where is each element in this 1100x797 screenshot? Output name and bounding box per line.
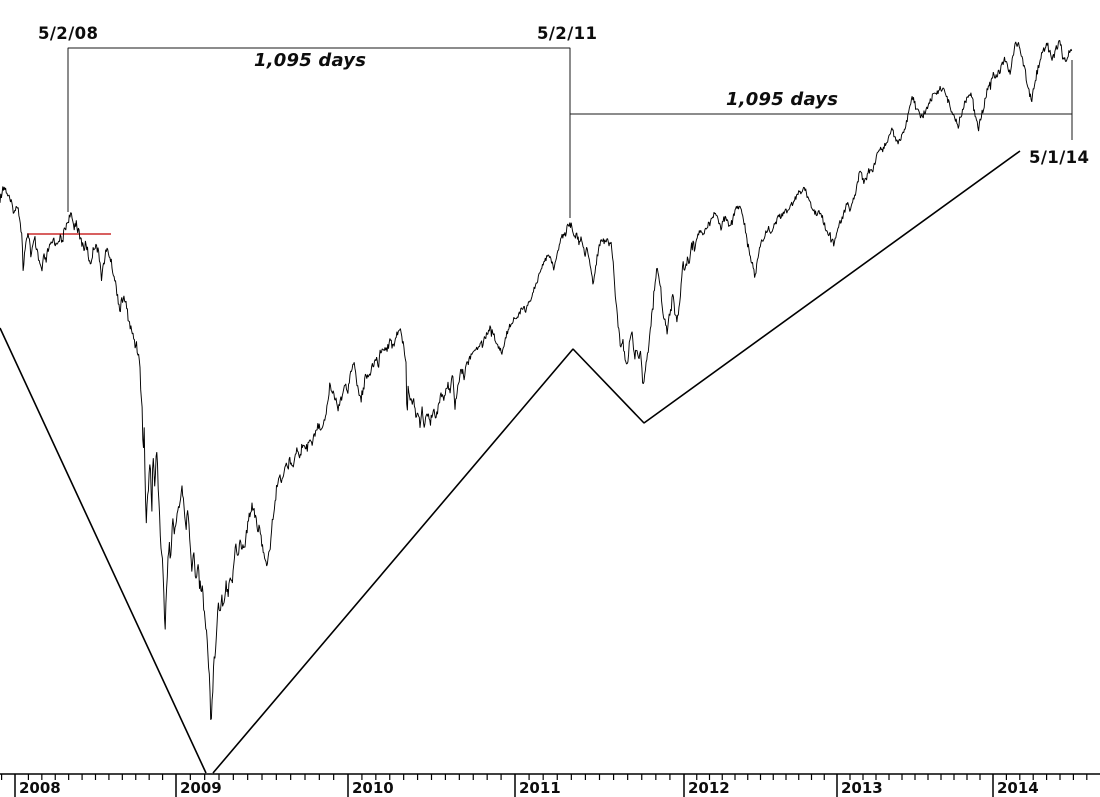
span-bracket-2008-2011 xyxy=(67,47,571,218)
annotation-date-5-2-08: 5/2/08 xyxy=(38,24,99,43)
x-axis-year-label: 2012 xyxy=(688,779,730,797)
x-axis-year-label: 2010 xyxy=(352,779,394,797)
annotation-duration-first-1095-days: 1,095 days xyxy=(254,50,367,71)
x-axis-year-label: 2014 xyxy=(997,779,1039,797)
annotation-duration-second-1095-days: 1,095 days xyxy=(726,89,839,110)
x-axis-year-label: 2013 xyxy=(841,779,883,797)
descending-support-line xyxy=(0,327,207,774)
ascending-support-line xyxy=(212,150,1021,774)
annotation-date-5-2-11: 5/2/11 xyxy=(537,24,598,43)
x-axis-year-label: 2008 xyxy=(19,779,61,797)
x-axis-year-label: 2011 xyxy=(519,779,561,797)
annotation-date-5-1-14: 5/1/14 xyxy=(1029,148,1090,167)
price-line xyxy=(0,39,1073,720)
x-axis-year-label: 2009 xyxy=(180,779,222,797)
